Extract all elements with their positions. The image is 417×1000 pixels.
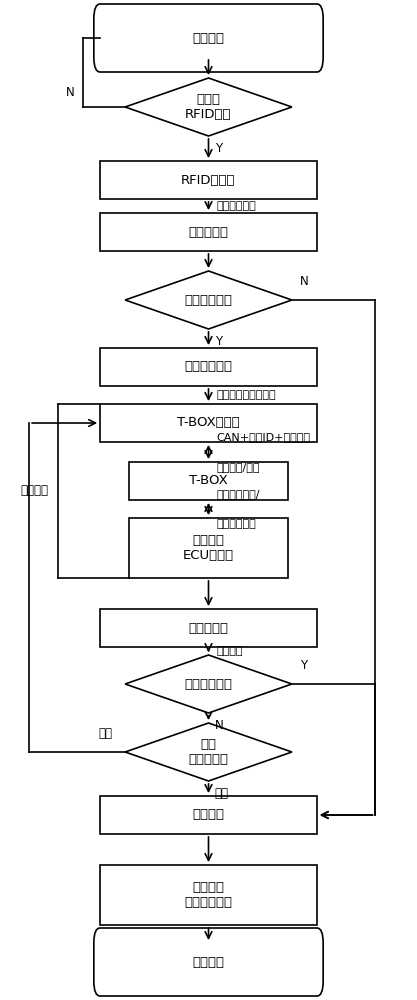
Text: 回传标定结果: 回传标定结果	[217, 519, 256, 529]
Polygon shape	[125, 655, 292, 713]
Text: 结束: 结束	[215, 787, 229, 800]
Text: 是否需要标定: 是否需要标定	[184, 294, 233, 306]
Bar	[100, 404, 317, 442]
Text: 车辆到位信号: 车辆到位信号	[217, 201, 256, 211]
FancyBboxPatch shape	[94, 4, 323, 72]
Text: 标定结束: 标定结束	[193, 956, 224, 968]
Polygon shape	[125, 78, 292, 136]
Text: 标定开始: 标定开始	[193, 31, 224, 44]
Text: 设备服务器: 设备服务器	[188, 226, 229, 238]
Text: 设备运行到位: 设备运行到位	[184, 360, 233, 373]
Text: Y: Y	[300, 659, 307, 672]
Text: T-BOX: T-BOX	[189, 475, 228, 488]
Text: Y: Y	[215, 335, 222, 348]
Bar	[129, 462, 288, 500]
Bar	[100, 161, 317, 199]
Text: CAN+诊断ID+标定指令: CAN+诊断ID+标定指令	[217, 432, 311, 442]
Text: 需标定的
ECU传感器: 需标定的 ECU传感器	[183, 534, 234, 562]
Text: T-BOX服务器: T-BOX服务器	[177, 416, 240, 430]
Bar	[129, 518, 288, 578]
Polygon shape	[125, 271, 292, 329]
Text: 是否有
RFID信号: 是否有 RFID信号	[185, 93, 232, 121]
Text: 选择
重测或结束: 选择 重测或结束	[188, 738, 229, 766]
Text: N: N	[300, 275, 309, 288]
Text: 重测: 重测	[98, 727, 113, 740]
Text: 设备服务器: 设备服务器	[188, 621, 229, 635]
Text: N: N	[66, 86, 75, 99]
Text: RFID服务器: RFID服务器	[181, 174, 236, 186]
Bar	[100, 609, 317, 647]
Text: 设备显示
请开出检测台: 设备显示 请开出检测台	[184, 881, 233, 909]
Text: 发送标定指令/: 发送标定指令/	[217, 489, 260, 499]
Bar	[100, 213, 317, 251]
Text: 显示结果: 显示结果	[217, 646, 244, 656]
Bar	[100, 865, 317, 925]
Bar	[100, 796, 317, 834]
Text: 打包发送/回传: 打包发送/回传	[217, 462, 260, 472]
Text: 到位信号、标定参数: 到位信号、标定参数	[217, 390, 276, 400]
Text: Y: Y	[215, 142, 222, 155]
FancyBboxPatch shape	[94, 928, 323, 996]
Text: 是否标定成功: 是否标定成功	[184, 678, 233, 690]
Text: N: N	[215, 719, 224, 732]
Bar	[100, 348, 317, 386]
Text: 设备回位: 设备回位	[193, 808, 224, 822]
Polygon shape	[125, 723, 292, 781]
Text: 标定结果: 标定结果	[20, 485, 48, 497]
